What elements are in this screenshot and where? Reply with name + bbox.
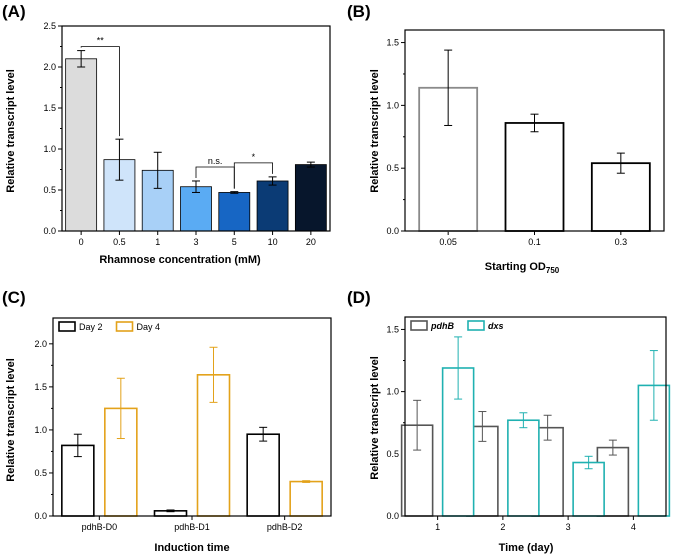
panel-b-xlabel-main: Starting OD bbox=[485, 261, 546, 273]
panel-d-xtick-label: 1 bbox=[435, 522, 440, 532]
panel-d-axes-frame bbox=[404, 316, 667, 517]
panel-a-xtick-label: 10 bbox=[268, 237, 278, 247]
panel-c-axes-frame bbox=[52, 317, 332, 517]
panel-a-ytick-label: 1.0 bbox=[43, 144, 56, 154]
panel-a-ytick-label: 2.0 bbox=[43, 62, 56, 72]
panel-d-xtick-label: 2 bbox=[500, 522, 505, 532]
panel-b-bar bbox=[590, 162, 651, 232]
panel-a-sig-label: n.s. bbox=[208, 156, 223, 166]
panel-a-bar bbox=[218, 192, 251, 232]
panel-a-ytick-label: 0.0 bbox=[43, 226, 56, 236]
panel-d-legend-swatch bbox=[410, 320, 428, 331]
panel-a-sig-label: ** bbox=[97, 36, 105, 46]
panel-a-bar bbox=[65, 58, 98, 232]
panel-a-bar bbox=[180, 186, 212, 232]
panel-d-ytick-label: 0.0 bbox=[386, 511, 399, 521]
panel-d-xtick-label: 3 bbox=[566, 522, 571, 532]
panel-d-legend-label: dxs bbox=[488, 321, 504, 331]
panel-c-legend-swatch bbox=[115, 321, 134, 332]
panel-c-ytick-label: 0.5 bbox=[34, 468, 47, 478]
panel-b-xtick-label: 0.3 bbox=[615, 237, 628, 247]
panel-a-plot: 0.0 0.5 1.0 1.5 2.0 2.5 0 0.5 1 3 5 10 20 ** n.s. * bbox=[43, 21, 331, 247]
panel-b-xtick-label: 0.1 bbox=[528, 237, 541, 247]
panel-a-xtick-label: 0 bbox=[79, 237, 84, 247]
panel-a-bar bbox=[103, 159, 136, 232]
panel-c-ylabel: Relative transcript level bbox=[5, 358, 17, 482]
panel-b-plot: 0.0 0.5 1.0 1.5 0.05 0.1 0.3 bbox=[386, 29, 665, 247]
panel-a-xtick-label: 20 bbox=[306, 237, 316, 247]
panel-c-bar-day-2 bbox=[246, 433, 280, 517]
panel-d-ytick-label: 1.0 bbox=[386, 387, 399, 397]
panel-b-xtick-label: 0.05 bbox=[439, 237, 457, 247]
panel-a-sig-label: * bbox=[252, 152, 256, 162]
panel-d-ytick-label: 1.5 bbox=[386, 324, 399, 334]
panel-c-xtick-label: pdhB-D0 bbox=[82, 522, 118, 532]
panel-d-ytick-label: 0.5 bbox=[386, 449, 399, 459]
panel-d-legend-swatch bbox=[467, 320, 485, 331]
panel-a-axes-frame bbox=[61, 25, 331, 232]
panel-b-xlabel-sub: 750 bbox=[546, 266, 560, 275]
panel-c-ytick-label: 1.0 bbox=[34, 425, 47, 435]
panel-a-ytick-label: 1.5 bbox=[43, 103, 56, 113]
panel-c-legend-swatch bbox=[58, 321, 76, 332]
panel-d-plot: 0.0 0.5 1.0 1.5 1 2 3 4 pdhB dxs bbox=[386, 316, 671, 532]
panel-d-bar-dxs bbox=[507, 419, 540, 517]
panel-b-label: (B) bbox=[347, 2, 371, 21]
panel-a-ytick-label: 2.5 bbox=[43, 21, 56, 31]
panel-a-sig-bracket bbox=[233, 162, 273, 189]
panel-b-xlabel: Starting OD750 bbox=[485, 261, 560, 275]
panel-b: (B) Relative transcript level Starting O… bbox=[347, 2, 665, 275]
panel-a-xtick-label: 5 bbox=[232, 237, 237, 247]
panel-a-xtick-label: 0.5 bbox=[113, 237, 126, 247]
panel-c-legend-label: Day 4 bbox=[137, 322, 161, 332]
panel-b-ytick-label: 1.0 bbox=[386, 100, 399, 110]
panel-a-xtick-label: 3 bbox=[193, 237, 198, 247]
panel-c: (C) Relative transcript level Induction … bbox=[2, 288, 332, 554]
panel-d-xtick-label: 4 bbox=[631, 522, 636, 532]
panel-b-bar bbox=[504, 122, 565, 232]
panel-d-bar-dxs bbox=[572, 461, 605, 517]
panel-b-ytick-label: 0.5 bbox=[386, 163, 399, 173]
panel-b-ylabel: Relative transcript level bbox=[369, 69, 381, 193]
panel-a-ylabel: Relative transcript level bbox=[5, 69, 17, 193]
panel-a-sig-bracket bbox=[195, 166, 235, 189]
panel-a-sig-bracket bbox=[80, 46, 120, 137]
panel-a-bar bbox=[294, 164, 327, 232]
panel-c-legend-label: Day 2 bbox=[79, 322, 103, 332]
panel-c-label: (C) bbox=[2, 288, 26, 307]
panel-a-label: (A) bbox=[2, 2, 26, 21]
panel-c-bar-day-4 bbox=[289, 480, 323, 517]
panel-a-xtick-label: 1 bbox=[155, 237, 160, 247]
panel-a-bar bbox=[256, 180, 289, 232]
panel-c-xtick-label: pdhB-D1 bbox=[174, 522, 210, 532]
panel-d: (D) Relative transcript level Time (day)… bbox=[347, 288, 671, 554]
panel-a-ytick-label: 0.5 bbox=[43, 185, 56, 195]
panel-d-xlabel: Time (day) bbox=[499, 542, 554, 554]
panel-d-legend-label: pdhB bbox=[430, 321, 454, 331]
panel-b-ytick-label: 0.0 bbox=[386, 226, 399, 236]
panel-c-ytick-label: 2.0 bbox=[34, 339, 47, 349]
panel-b-ytick-label: 1.5 bbox=[386, 38, 399, 48]
panel-a-xlabel: Rhamnose concentration (mM) bbox=[99, 254, 261, 266]
panel-c-xlabel: Induction time bbox=[154, 542, 229, 554]
panel-d-ylabel: Relative transcript level bbox=[369, 356, 381, 480]
panel-b-axes-frame bbox=[404, 29, 665, 232]
panel-a: (A) Relative transcript level Rhamnose c… bbox=[2, 2, 331, 266]
panel-c-ytick-label: 1.5 bbox=[34, 382, 47, 392]
panel-c-ytick-label: 0.0 bbox=[34, 511, 47, 521]
panel-c-xtick-label: pdhB-D2 bbox=[267, 522, 303, 532]
panel-d-label: (D) bbox=[347, 288, 371, 307]
panel-c-plot: 0.0 0.5 1.0 1.5 2.0 pdhB-D0 pdhB-D1 pdhB-D2 Day … bbox=[34, 317, 332, 532]
